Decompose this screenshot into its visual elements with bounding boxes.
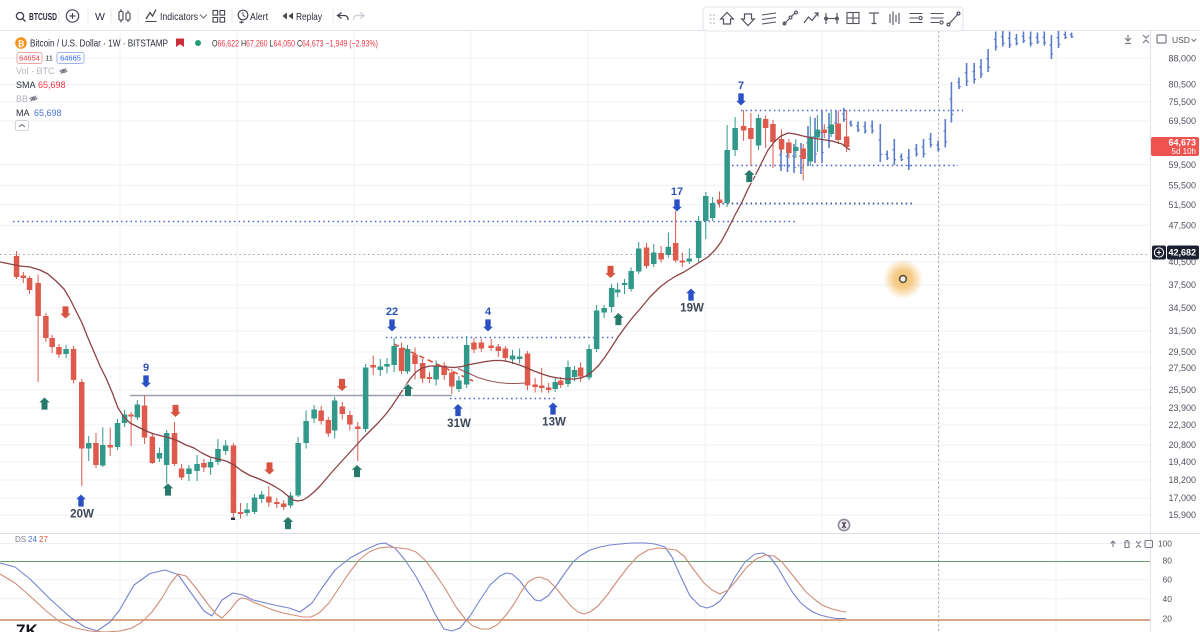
svg-text:DS: DS: [15, 535, 26, 544]
svg-text:42,682: 42,682: [1168, 248, 1196, 258]
svg-text:65,698: 65,698: [34, 108, 62, 118]
svg-text:MA: MA: [16, 108, 30, 118]
svg-text:13W: 13W: [542, 417, 566, 429]
svg-text:24: 24: [28, 535, 37, 544]
svg-text:31W: 31W: [447, 418, 471, 430]
svg-text:64654: 64654: [19, 54, 40, 63]
svg-text:27,500: 27,500: [1168, 363, 1196, 373]
svg-text:27: 27: [39, 535, 48, 544]
svg-text:BTCUSD: BTCUSD: [29, 11, 57, 23]
svg-text:5d 10h: 5d 10h: [1172, 147, 1196, 156]
svg-text:100: 100: [1158, 539, 1172, 549]
svg-text:O66,622 H67,260 L64,050 C64,67: O66,622 H67,260 L64,050 C64,673 −1,949 (…: [212, 39, 378, 50]
svg-text:60: 60: [1163, 575, 1173, 585]
svg-text:64665: 64665: [60, 54, 81, 63]
svg-text:4: 4: [485, 306, 492, 318]
svg-text:59,500: 59,500: [1168, 160, 1196, 170]
svg-text:9: 9: [143, 362, 149, 374]
svg-text:80: 80: [1163, 556, 1173, 566]
svg-text:Alert: Alert: [250, 11, 268, 23]
svg-text:Vol · BTC: Vol · BTC: [16, 66, 55, 76]
svg-text:11: 11: [45, 54, 53, 63]
svg-text:W: W: [95, 11, 105, 23]
svg-text:80,500: 80,500: [1168, 80, 1196, 90]
svg-text:20,800: 20,800: [1168, 440, 1196, 450]
svg-text:75,500: 75,500: [1168, 97, 1196, 107]
svg-text:25,500: 25,500: [1168, 385, 1196, 395]
svg-text:40,500: 40,500: [1168, 257, 1196, 267]
svg-text:20W: 20W: [70, 509, 94, 521]
svg-text:37,500: 37,500: [1168, 280, 1196, 290]
svg-text:BB: BB: [16, 94, 28, 104]
svg-text:SMA: SMA: [16, 80, 36, 90]
svg-text:88,000: 88,000: [1168, 54, 1196, 64]
svg-text:Replay: Replay: [296, 11, 323, 23]
svg-text:22: 22: [386, 306, 398, 318]
svg-text:17,000: 17,000: [1168, 493, 1196, 503]
svg-text:22,300: 22,300: [1168, 420, 1196, 430]
svg-text:23,900: 23,900: [1168, 403, 1196, 413]
svg-text:47,500: 47,500: [1168, 221, 1196, 231]
svg-text:64,673: 64,673: [1168, 138, 1196, 148]
svg-text:34,500: 34,500: [1168, 303, 1196, 313]
svg-text:18,200: 18,200: [1168, 475, 1196, 485]
svg-text:7: 7: [738, 80, 744, 92]
svg-text:29,500: 29,500: [1168, 347, 1196, 357]
svg-text:40: 40: [1163, 594, 1173, 604]
svg-text:69,500: 69,500: [1168, 116, 1196, 126]
svg-text:19W: 19W: [680, 303, 704, 315]
svg-text:Indicators: Indicators: [160, 11, 198, 23]
svg-text:15,900: 15,900: [1168, 510, 1196, 520]
svg-text:USD: USD: [1172, 35, 1190, 45]
svg-text:31,500: 31,500: [1168, 326, 1196, 336]
svg-text:51,500: 51,500: [1168, 200, 1196, 210]
svg-text:₿: ₿: [18, 39, 25, 49]
svg-text:Bitcoin / U.S. Dollar · 1W · B: Bitcoin / U.S. Dollar · 1W · BITSTAMP: [30, 39, 168, 50]
svg-text:17: 17: [671, 186, 683, 198]
svg-text:55,500: 55,500: [1168, 181, 1196, 191]
svg-text:65,698: 65,698: [38, 80, 66, 90]
svg-text:20: 20: [1163, 613, 1173, 623]
svg-text:7K: 7K: [16, 621, 38, 632]
svg-text:19,400: 19,400: [1168, 457, 1196, 467]
